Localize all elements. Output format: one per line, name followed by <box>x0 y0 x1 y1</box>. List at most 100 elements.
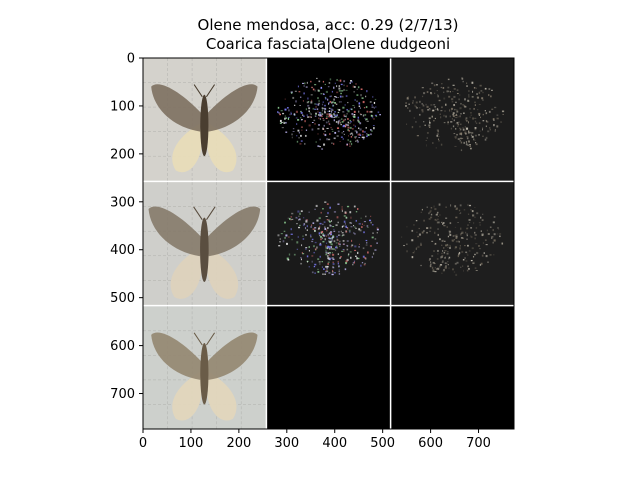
saliency-speck <box>484 138 487 141</box>
saliency-speck <box>469 111 472 114</box>
saliency-speck <box>366 110 369 113</box>
saliency-speck <box>466 253 469 255</box>
saliency-speck <box>377 111 380 114</box>
saliency-speck <box>476 212 479 215</box>
saliency-speck <box>303 223 306 225</box>
saliency-speck <box>353 115 356 118</box>
saliency-speck <box>367 251 369 254</box>
saliency-speck <box>464 98 466 101</box>
saliency-speck <box>452 84 455 86</box>
saliency-speck <box>465 260 468 262</box>
saliency-speck <box>327 227 329 229</box>
saliency-speck <box>432 268 435 272</box>
saliency-speck <box>341 226 343 228</box>
saliency-speck <box>328 107 331 109</box>
saliency-speck <box>353 232 355 234</box>
saliency-speck <box>320 238 322 241</box>
saliency-speck <box>484 87 487 90</box>
saliency-speck <box>447 78 450 81</box>
saliency-speck <box>301 252 303 254</box>
cell-separators <box>143 58 514 429</box>
saliency-speck <box>432 270 435 272</box>
moth-antennae <box>193 84 216 98</box>
saliency-speck <box>283 230 286 233</box>
saliency-speck <box>449 115 451 118</box>
saliency-speck <box>300 118 303 121</box>
saliency-speck <box>357 134 360 136</box>
saliency-speck <box>290 91 293 94</box>
hindwing-left <box>172 371 202 421</box>
saliency-speck <box>430 207 433 209</box>
saliency-speck <box>347 101 349 104</box>
saliency-speck <box>332 258 335 260</box>
saliency-speck <box>350 246 352 248</box>
saliency-speck <box>338 109 341 111</box>
saliency-speck <box>320 211 322 214</box>
saliency-speck <box>343 114 345 117</box>
saliency-speck <box>357 120 360 123</box>
saliency-speck <box>336 216 339 219</box>
saliency-speck <box>426 227 429 230</box>
saliency-speck <box>317 97 319 100</box>
saliency-speck <box>337 122 339 125</box>
saliency-speck <box>455 234 458 237</box>
saliency-speck <box>315 113 317 116</box>
saliency-speck <box>341 209 343 213</box>
saliency-speck <box>446 243 449 246</box>
saliency-speck <box>325 265 327 268</box>
saliency-speck <box>362 137 365 140</box>
saliency-speck <box>310 116 312 119</box>
saliency-speck <box>353 106 356 109</box>
saliency-speck <box>290 216 293 218</box>
saliency-speck <box>314 241 317 244</box>
saliency-speck <box>484 239 487 241</box>
saliency-speck <box>353 114 356 116</box>
saliency-speck <box>467 144 470 146</box>
saliency-speck <box>321 113 324 115</box>
saliency-speck <box>277 234 280 237</box>
saliency-speck <box>342 240 345 242</box>
saliency-speck <box>464 105 467 108</box>
saliency-speck <box>458 121 460 123</box>
saliency-speck <box>318 227 321 230</box>
grid-cell-r2c1 <box>267 306 390 429</box>
saliency-speck <box>437 108 439 110</box>
saliency-speck <box>443 251 446 254</box>
saliency-speck <box>344 222 346 225</box>
saliency-speck <box>460 233 462 236</box>
saliency-speck <box>336 235 338 238</box>
saliency-speck <box>331 220 333 222</box>
saliency-speck <box>476 93 479 95</box>
saliency-speck <box>338 101 341 103</box>
saliency-speck <box>338 230 340 233</box>
saliency-speck <box>331 101 335 104</box>
saliency-speck <box>456 121 459 125</box>
saliency-speck <box>358 105 361 108</box>
saliency-speck <box>435 108 437 110</box>
saliency-speck <box>447 263 449 266</box>
saliency-speck <box>441 261 444 264</box>
saliency-speck <box>284 221 286 224</box>
saliency-speck <box>452 113 454 116</box>
saliency-speck <box>406 226 408 228</box>
saliency-speck <box>421 231 424 234</box>
saliency-speck <box>496 233 499 235</box>
saliency-speck <box>280 233 283 235</box>
saliency-speck <box>489 254 492 256</box>
saliency-speck <box>331 130 334 132</box>
y-tick-label: 300 <box>110 195 135 210</box>
saliency-speck <box>455 117 458 119</box>
saliency-speck <box>345 260 348 263</box>
saliency-speck <box>321 110 324 112</box>
saliency-speck <box>485 244 488 246</box>
saliency-speck <box>299 96 302 98</box>
saliency-speck <box>362 130 364 133</box>
saliency-speck <box>365 118 368 121</box>
saliency-speck <box>349 140 352 143</box>
saliency-speck <box>308 266 310 268</box>
saliency-speck <box>341 132 344 134</box>
saliency-speck <box>356 257 358 260</box>
saliency-speck <box>298 215 300 217</box>
x-axis: 0 100 200 300 400 500 600 700 <box>139 429 491 451</box>
saliency-speck <box>319 114 322 117</box>
